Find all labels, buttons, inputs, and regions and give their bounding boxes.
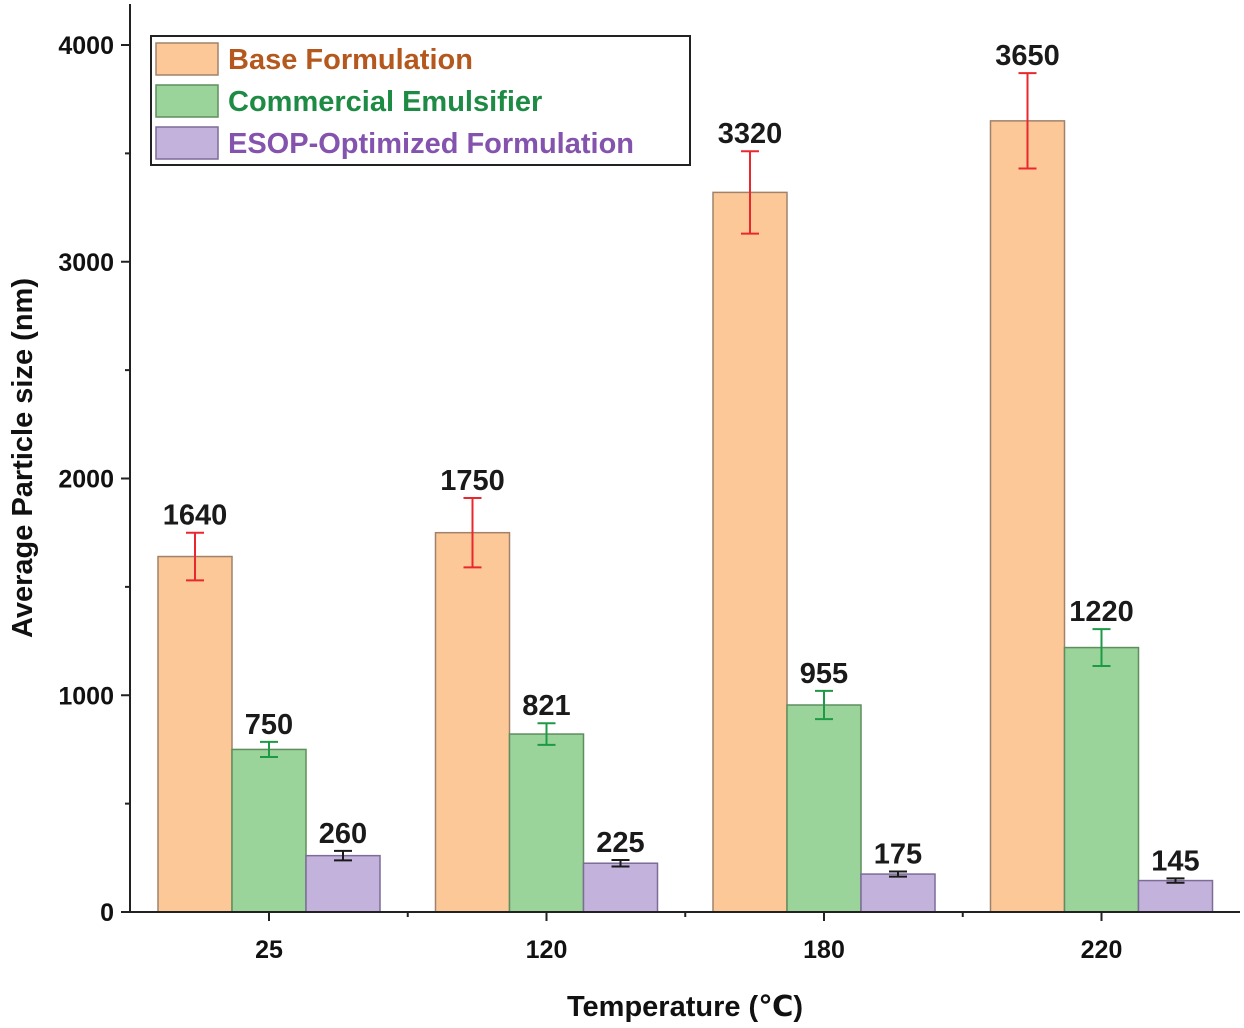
y-tick-label: 1000 [58,682,114,710]
x-tick-label: 220 [1081,936,1123,964]
data-label: 821 [522,690,570,722]
error-bar [1018,72,1037,170]
bar [508,733,585,913]
y-axis-title: Average Particle size (nm) [7,278,39,638]
data-label: 750 [245,709,293,741]
data-label: 1640 [163,500,228,532]
data-label: 145 [1151,845,1199,877]
error-bar [1166,877,1185,884]
error-bar [463,497,482,569]
bar [305,854,381,913]
data-label: 260 [319,818,367,850]
legend-label: Base Formulation [228,44,473,76]
error-bar [741,150,759,235]
y-tick-label: 2000 [58,466,114,494]
bar [860,873,936,913]
legend-label: Commercial Emulsifier [228,86,542,118]
legend: Base Formulation Commercial Emulsifier ESO… [150,35,691,166]
bars-layer [157,120,1214,913]
legend-box [150,35,691,166]
data-label: 955 [800,658,848,690]
error-bar [537,722,556,746]
error-bar [611,858,630,868]
bar [989,120,1066,913]
x-tick-label: 120 [526,936,568,964]
bar [1063,646,1140,913]
bar [582,862,659,913]
y-tick-label: 0 [100,899,114,927]
bar [157,555,233,913]
error-bar [1092,628,1111,667]
error-bar [334,849,352,862]
error-bar [260,740,278,759]
bar [434,531,511,913]
error-bar [186,531,204,582]
axes: 25 120 180 220 0 1000 2000 3000 4000 [58,4,1240,964]
x-tick-label: 25 [255,936,283,964]
data-labels-layer: 1640 750 260 1750 821 225 3320 955 175 3650 1220 14… [163,40,1200,877]
y-tick-label: 3000 [58,249,114,277]
data-label: 225 [596,827,644,859]
bar [786,704,862,913]
y-tick-label: 4000 [58,32,114,60]
bar [712,191,788,913]
bar [1137,879,1214,913]
legend-swatch [155,42,219,76]
data-label: 175 [874,838,922,870]
error-bar [815,689,833,721]
x-axis-title: Temperature (℃) [567,991,803,1023]
error-bar [889,870,907,878]
data-label: 1220 [1069,596,1134,628]
legend-swatch [155,84,219,118]
data-label: 3320 [718,118,783,150]
x-tick-label: 180 [803,936,845,964]
data-label: 3650 [995,40,1060,72]
errorbars-layer [186,72,1185,884]
legend-swatch [155,126,219,160]
bar [231,748,307,913]
data-label: 1750 [440,465,505,497]
legend-label: ESOP-Optimized Formulation [228,128,634,160]
